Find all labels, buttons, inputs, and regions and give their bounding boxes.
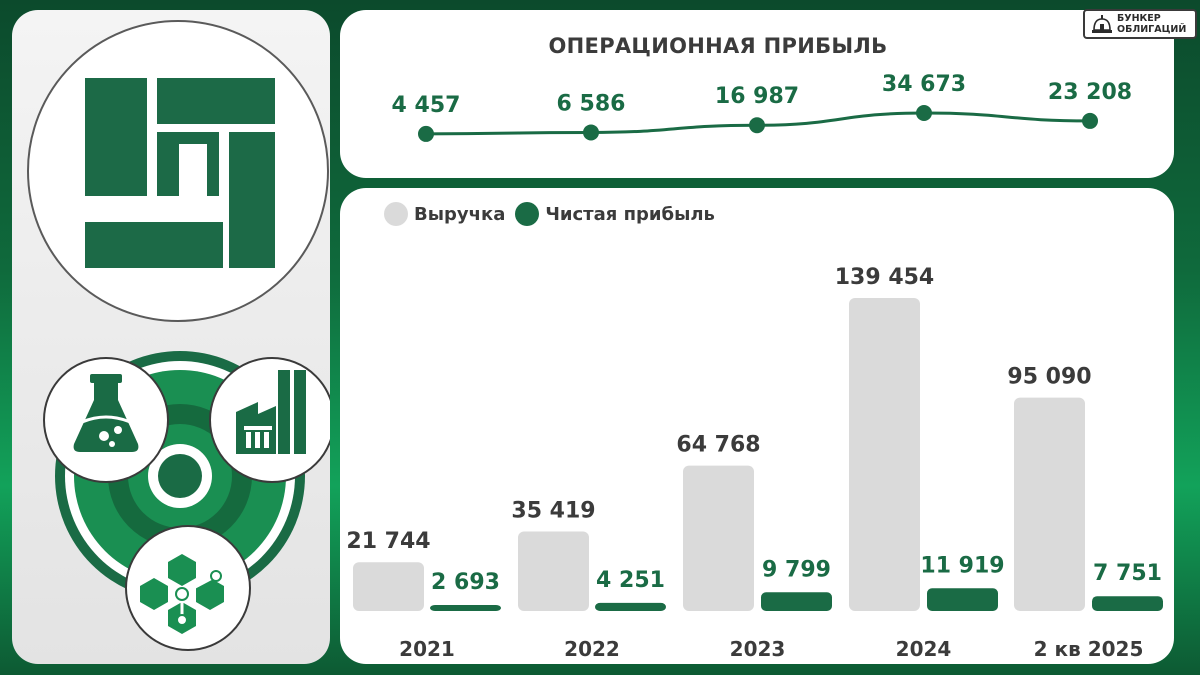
line-value-label: 16 987 [715,84,799,109]
revenue-value-label: 64 768 [676,433,760,458]
net-profit-bar-2023 [761,592,832,611]
revenue-bar-2-кв-2025 [1014,397,1085,611]
category-label: 2022 [564,637,620,661]
category-label: 2024 [896,637,952,661]
legend-item-net-profit: Чистая прибыль [515,202,715,226]
bunker-icon [1092,15,1112,33]
legend-swatch-net-profit [515,202,540,226]
line-value-label: 23 208 [1048,80,1132,105]
net-profit-value-label: 7 751 [1093,561,1162,586]
revenue-value-label: 35 419 [511,499,595,524]
revenue-value-label: 95 090 [1007,365,1091,390]
net-profit-value-label: 4 251 [596,568,665,593]
chart-title: ОПЕРАЦИОННАЯ ПРИБЫЛЬ [548,34,888,58]
revenue-bar-2021 [353,562,424,611]
legend-swatch-revenue [384,202,408,226]
net-profit-value-label: 2 693 [431,570,500,595]
flask-icon [73,374,139,452]
category-label: 2 кв 2025 [1034,637,1144,661]
net-profit-bar-2022 [595,602,666,611]
ring-icon [148,444,212,508]
revenue-value-label: 139 454 [835,265,935,290]
legend-label-net-profit: Чистая прибыль [545,203,715,225]
line-value-label: 6 586 [557,91,626,116]
chart-legend: Выручка Чистая прибыль [384,202,715,226]
company-logo [27,20,329,322]
line-point-2021 [418,125,434,142]
operating-profit-line-chart: 4 457 6 586 16 987 34 673 23 208 [392,72,1132,142]
net-profit-bar-2021 [430,605,501,611]
revenue-bar-2023 [683,465,754,611]
operating-profit-card: ОПЕРАЦИОННАЯ ПРИБЫЛЬ 4 457 6 586 16 987 34 … [340,10,1174,178]
net-profit-value-label: 9 799 [762,557,831,582]
brand-badge: БУНКЕР ОБЛИГАЦИЙ [1083,9,1197,39]
net-profit-bar-2024 [927,588,998,611]
legend-item-revenue: Выручка [384,202,505,226]
category-label: 2023 [730,637,786,661]
industry-hub-graphic [43,351,330,651]
legend-label-revenue: Выручка [414,203,506,225]
line-point-2024 [916,105,932,121]
factory-icon [236,370,306,454]
category-label: 2021 [399,637,455,661]
brand-line-2: ОБЛИГАЦИЙ [1117,24,1187,35]
revenue-bar-2024 [849,298,920,611]
line-value-label: 34 673 [882,72,966,97]
line-point-2022 [583,124,599,141]
brand-line-1: БУНКЕР [1117,13,1161,24]
line-point-2-кв-2025 [1082,112,1098,129]
company-logo-icon [85,78,275,268]
left-illustration-panel [12,10,330,664]
net-profit-bar-2-кв-2025 [1092,596,1163,611]
molecule-icon [140,554,224,634]
revenue-bar-2022 [518,531,589,611]
revenue-value-label: 21 744 [346,529,430,554]
line-value-label: 4 457 [392,93,461,118]
revenue-profit-card: Выручка Чистая прибыль 21 744 2 693 2021 35… [340,188,1174,664]
line-point-2023 [749,117,765,134]
net-profit-value-label: 11 919 [920,553,1004,578]
